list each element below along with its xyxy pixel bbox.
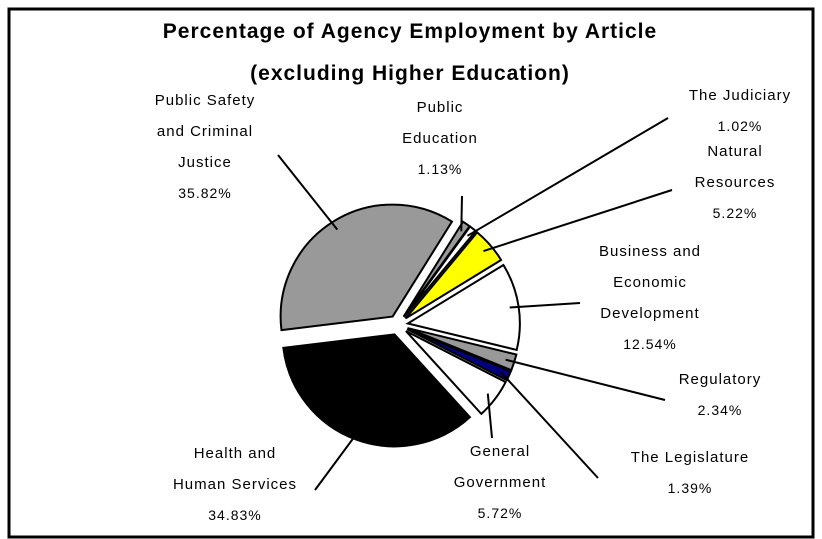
slice-label: Public Safety and Criminal Justice (155, 92, 256, 171)
slice-label: The Legislature (631, 449, 749, 466)
leader-line (460, 195, 463, 232)
value-label: 1.13% (418, 161, 463, 177)
leader-line (483, 189, 673, 252)
slice-label: Regulatory (679, 371, 762, 388)
value-label: 34.83% (208, 507, 261, 523)
pie-slice (404, 230, 503, 320)
pie-slice (282, 333, 472, 448)
pie-slice (406, 328, 513, 382)
slice-label: Natural Resources (695, 143, 776, 191)
leader-line (505, 358, 666, 401)
slice-label: The Judiciary (689, 87, 791, 104)
leader-line (314, 430, 360, 491)
value-label: 1.39% (668, 480, 713, 496)
leader-line (509, 302, 581, 309)
slice-label: Public Education (402, 99, 478, 147)
chart-subtitle: (excluding Higher Education) (250, 62, 570, 85)
value-label: 2.34% (698, 402, 743, 418)
leader-line (466, 117, 669, 237)
leader-line (500, 371, 599, 479)
value-label: 5.22% (713, 205, 758, 221)
pie-slice (405, 330, 507, 416)
slice-label: Business and Economic Development (599, 243, 701, 322)
value-label: 35.82% (178, 185, 231, 201)
leader-line (486, 393, 493, 439)
value-label: 1.02% (718, 118, 763, 134)
chart-title: Percentage of Agency Employment by Artic… (163, 20, 657, 43)
value-label: 12.54% (623, 336, 676, 352)
slice-label: General Government (454, 443, 547, 491)
value-label: 5.72% (478, 505, 523, 521)
slice-label: Health and Human Services (173, 445, 297, 493)
leader-line (277, 154, 339, 231)
